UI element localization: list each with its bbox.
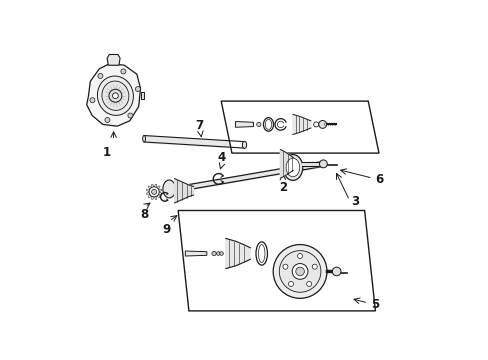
- Circle shape: [283, 264, 287, 269]
- Circle shape: [292, 264, 307, 279]
- Circle shape: [306, 282, 311, 287]
- Polygon shape: [225, 238, 250, 269]
- Ellipse shape: [102, 81, 129, 111]
- Circle shape: [288, 282, 293, 287]
- Circle shape: [90, 98, 95, 103]
- Polygon shape: [174, 179, 193, 203]
- Circle shape: [313, 122, 318, 127]
- Circle shape: [318, 121, 326, 129]
- Circle shape: [332, 267, 340, 276]
- Polygon shape: [151, 196, 154, 199]
- Circle shape: [105, 117, 110, 122]
- Polygon shape: [151, 184, 154, 188]
- Polygon shape: [148, 186, 151, 189]
- Ellipse shape: [283, 154, 302, 180]
- Polygon shape: [107, 54, 120, 65]
- Text: 2: 2: [279, 181, 287, 194]
- Circle shape: [109, 89, 122, 102]
- Circle shape: [149, 187, 159, 197]
- Circle shape: [273, 244, 326, 298]
- Circle shape: [121, 69, 125, 74]
- Polygon shape: [156, 186, 160, 189]
- Circle shape: [256, 122, 261, 127]
- Text: 8: 8: [141, 208, 149, 221]
- Circle shape: [98, 73, 102, 78]
- Polygon shape: [235, 122, 253, 127]
- Polygon shape: [148, 194, 151, 198]
- Ellipse shape: [255, 242, 267, 265]
- Text: 7: 7: [195, 118, 203, 132]
- Circle shape: [297, 253, 302, 258]
- Text: 1: 1: [102, 146, 110, 159]
- Text: 9: 9: [162, 223, 170, 236]
- Polygon shape: [146, 189, 149, 192]
- Polygon shape: [140, 92, 144, 99]
- Ellipse shape: [142, 135, 145, 142]
- Polygon shape: [185, 251, 206, 256]
- Polygon shape: [221, 101, 378, 153]
- Ellipse shape: [97, 76, 133, 116]
- Polygon shape: [178, 211, 375, 311]
- Polygon shape: [154, 184, 157, 188]
- Polygon shape: [158, 189, 162, 192]
- Ellipse shape: [242, 141, 246, 148]
- Ellipse shape: [258, 244, 264, 262]
- Ellipse shape: [265, 120, 271, 130]
- Circle shape: [211, 251, 216, 256]
- Circle shape: [312, 264, 317, 269]
- Polygon shape: [280, 149, 293, 178]
- Polygon shape: [146, 192, 149, 194]
- Ellipse shape: [263, 118, 273, 131]
- Circle shape: [216, 252, 220, 255]
- Circle shape: [319, 160, 326, 168]
- Text: 6: 6: [375, 173, 383, 186]
- Text: 4: 4: [217, 151, 225, 164]
- Ellipse shape: [285, 158, 299, 177]
- Circle shape: [112, 93, 118, 99]
- Polygon shape: [154, 196, 157, 199]
- Circle shape: [219, 252, 223, 255]
- Polygon shape: [292, 114, 310, 134]
- Circle shape: [135, 86, 140, 91]
- Polygon shape: [158, 192, 162, 194]
- Ellipse shape: [163, 180, 175, 198]
- Circle shape: [127, 113, 133, 118]
- Polygon shape: [156, 194, 160, 198]
- Text: 5: 5: [370, 298, 378, 311]
- Circle shape: [295, 267, 304, 276]
- Circle shape: [151, 189, 156, 194]
- Polygon shape: [86, 63, 140, 126]
- Circle shape: [279, 251, 320, 292]
- Text: 3: 3: [351, 195, 359, 208]
